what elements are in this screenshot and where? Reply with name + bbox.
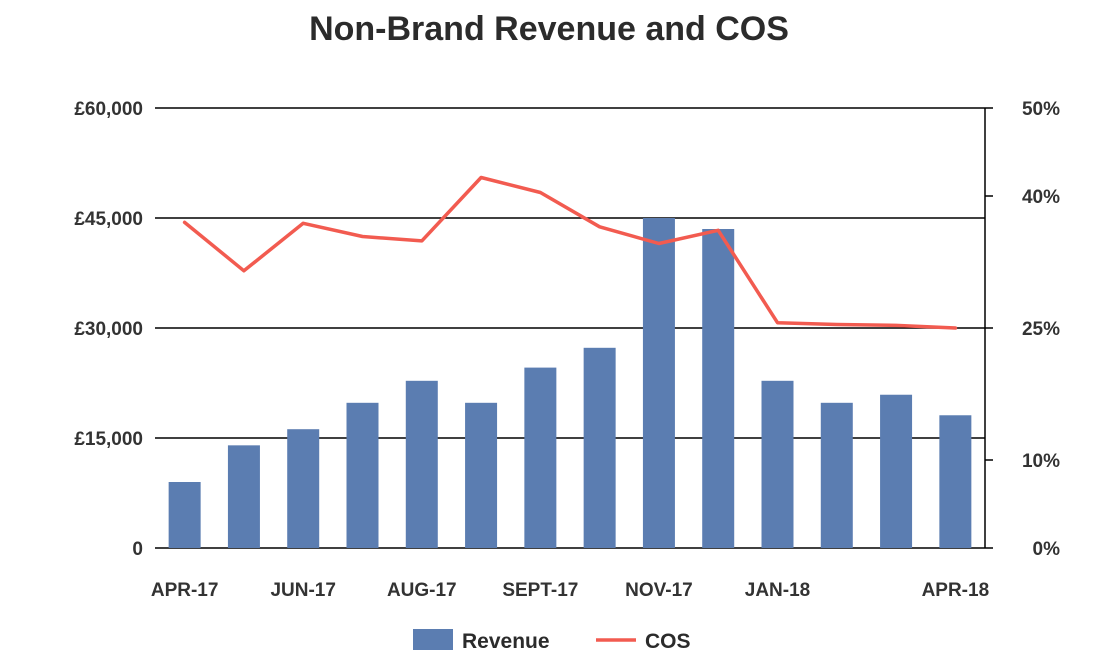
bar [227,445,260,548]
y-right-tick-label: 10% [1022,451,1060,472]
x-tick-label: SEPT-17 [502,580,578,601]
y-right-tick-label: 50% [1022,99,1060,120]
cos-line-layer [182,175,958,330]
y-left-tick-label: £30,000 [74,319,143,340]
x-tick-label: AUG-17 [387,580,457,601]
x-tick-label: JUN-17 [270,580,335,601]
bar [642,218,675,548]
series-line-cos [182,175,958,330]
bar [524,367,557,548]
y-right-tick-label: 0% [1033,539,1061,560]
revenue-bars [168,218,972,548]
y-left-tick-label: 0 [132,539,143,560]
bar [287,429,320,548]
bar [939,415,972,548]
y-left-tick-label: £60,000 [74,99,143,120]
bar [405,380,438,548]
legend-swatch-revenue [413,629,453,650]
grid-layer [155,107,985,549]
x-tick-label: APR-18 [922,580,990,601]
x-tick-label: JAN-18 [745,580,810,601]
chart-title: Non-Brand Revenue and COS [309,10,789,48]
bar [168,482,201,548]
bar [702,229,735,548]
x-tick-label: NOV-17 [625,580,693,601]
bar [346,402,379,548]
y-left-tick-label: £45,000 [74,209,143,230]
bar [583,347,616,548]
bar [880,394,913,548]
bar [820,402,853,548]
x-tick-label: APR-17 [151,580,219,601]
legend-label-revenue: Revenue [462,630,550,653]
y-left-tick-label: £15,000 [74,429,143,450]
bar [761,380,794,548]
y-right-tick-label: 25% [1022,319,1060,340]
legend-label-cos: COS [645,630,691,653]
legend: Revenue COS [413,629,691,653]
bar [465,402,498,548]
axis-layer: 0 £15,000 £30,000 £45,000 £60,000 0% 10% 25% 40%… [74,99,1060,601]
y-right-tick-label: 40% [1022,187,1060,208]
